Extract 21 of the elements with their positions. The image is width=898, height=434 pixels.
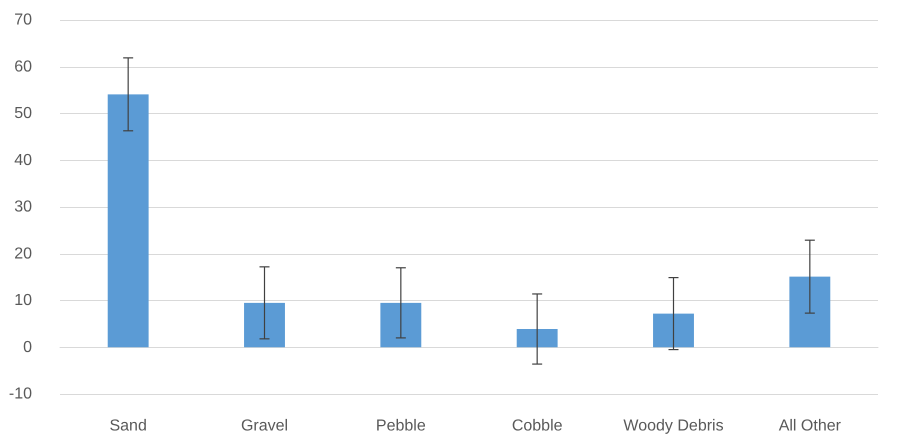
x-tick-label: Sand xyxy=(109,418,147,434)
x-tick-label: Cobble xyxy=(512,418,563,434)
bar xyxy=(789,276,830,348)
y-tick-label: 0 xyxy=(23,338,32,356)
y-tick-label: 70 xyxy=(14,12,32,28)
y-tick-label: 50 xyxy=(14,105,32,122)
x-tick-label: Gravel xyxy=(240,418,288,434)
x-tick-label: All Other xyxy=(778,418,842,434)
y-tick-label: 20 xyxy=(14,245,32,262)
y-tick-label: 10 xyxy=(14,292,32,309)
y-tick-label: 40 xyxy=(14,152,32,169)
bar xyxy=(653,314,694,348)
bar xyxy=(380,302,422,348)
bar xyxy=(244,302,285,348)
x-tick-label: Pebble xyxy=(376,418,426,434)
y-tick-label: 30 xyxy=(14,198,32,216)
x-tick-label: Woody Debris xyxy=(623,418,724,434)
y-tick-label: 60 xyxy=(14,58,32,76)
bar xyxy=(108,94,149,348)
bar xyxy=(516,329,558,348)
y-tick-label: -10 xyxy=(8,386,32,402)
